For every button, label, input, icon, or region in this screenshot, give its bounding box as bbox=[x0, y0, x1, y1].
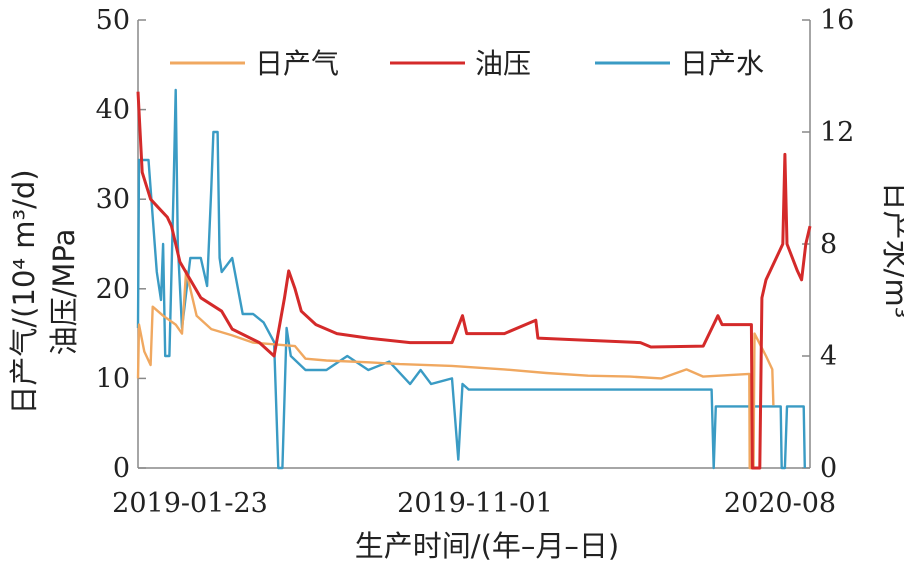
legend-label-gas: 日产气 bbox=[255, 47, 339, 80]
legend-label-pressure: 油压 bbox=[475, 47, 531, 80]
series-line-gas bbox=[136, 269, 775, 470]
y-tick-label-left-30: 30 bbox=[96, 184, 130, 215]
y-axis-title-left-line2: 油压/MPa bbox=[47, 229, 81, 356]
y-tick-label-left-40: 40 bbox=[96, 95, 130, 126]
y-tick-label-right-16: 16 bbox=[820, 5, 854, 36]
y-axis-title-left-line1: 日产气/(10⁴ m³/d) bbox=[7, 169, 41, 414]
legend: 日产气 油压 日产水 bbox=[170, 47, 764, 80]
y-tick-label-right-8: 8 bbox=[820, 229, 837, 260]
legend-label-water: 日产水 bbox=[680, 47, 764, 80]
y-tick-label-left-50: 50 bbox=[96, 5, 130, 36]
y-tick-label-left-10: 10 bbox=[96, 363, 130, 394]
series-line-pressure bbox=[136, 91, 812, 470]
y-tick-label-right-12: 12 bbox=[820, 117, 854, 148]
series-layer bbox=[136, 88, 812, 470]
x-axis-title: 生产时间/(年–月–日) bbox=[355, 529, 619, 563]
y-tick-label-left-0: 0 bbox=[113, 453, 130, 484]
y-tick-label-right-4: 4 bbox=[820, 341, 837, 372]
y-tick-label-left-20: 20 bbox=[96, 274, 130, 305]
y-axis-title-right: 日产水/m³ bbox=[879, 182, 904, 319]
x-tick-label-3: 2020-08 bbox=[724, 488, 836, 519]
series-line-water bbox=[136, 88, 806, 470]
x-tick-label-2: 2019-11-01 bbox=[397, 488, 553, 519]
y-tick-label-right-0: 0 bbox=[820, 453, 837, 484]
x-tick-label-1: 2019-01-23 bbox=[112, 488, 268, 519]
axes-frame: 0 10 20 30 40 50 0 4 8 12 16 bbox=[96, 5, 855, 484]
